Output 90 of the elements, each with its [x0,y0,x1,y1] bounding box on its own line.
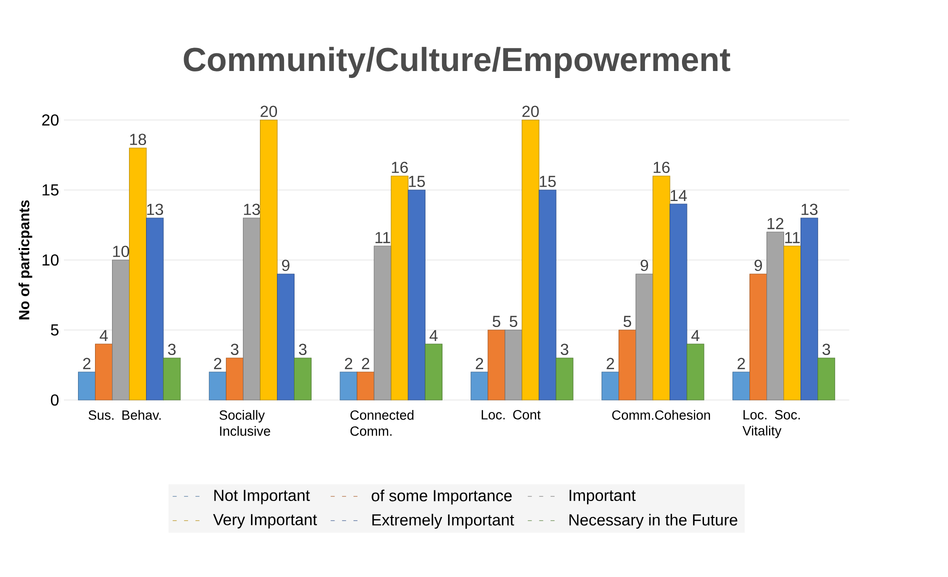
bar [818,358,836,400]
bar [424,344,442,400]
y-axis-title: No of particpants [18,200,32,320]
bar [470,372,488,400]
legend-label: Necessary in the Future [569,514,738,529]
bar [112,260,130,400]
bar [538,190,556,400]
bar [488,330,506,400]
data-label: 12 [768,218,784,229]
chart-title: Community/Culture/Empowerment [184,46,730,78]
bar [260,120,278,400]
bar [340,372,358,400]
data-label: 11 [376,232,390,243]
data-label: 15 [408,176,425,187]
bar [670,204,688,400]
data-label: 20 [260,106,278,117]
data-label: 3 [168,344,176,355]
data-label: 5 [510,316,518,327]
x-tick-label: Socially Inclusive [220,410,270,436]
bar [732,372,750,400]
bar [208,372,226,400]
data-label: 5 [492,316,500,327]
data-label: 16 [654,162,670,173]
legend-label: Very Important [213,514,317,528]
bar [129,148,147,400]
bar [390,176,408,400]
y-tick-label: 5 [50,324,58,336]
bar [226,358,244,400]
bar [95,344,113,400]
data-label: 13 [802,204,818,215]
data-label: 9 [282,260,290,271]
x-tick-label: Connected Comm. [350,410,414,436]
bar [374,246,392,400]
bar [504,330,522,400]
bar [146,218,164,400]
data-label: 4 [430,330,438,341]
data-label: 18 [130,134,146,145]
x-tick-label: Comm.Cohesion [612,410,710,420]
bar [602,372,620,400]
bar [522,120,540,400]
x-tick-label: Loc. Cont [482,410,541,420]
legend-label: of some Importance [372,489,512,504]
data-label: 9 [754,260,762,271]
data-label: 3 [822,344,830,355]
data-label: 4 [100,330,108,341]
data-label: 2 [83,358,90,369]
y-tick-label: 0 [50,394,59,406]
y-tick-label: 15 [42,184,58,196]
bar [276,274,295,400]
bar [294,358,312,400]
bar [163,358,181,400]
data-label: 5 [624,316,632,327]
data-label: 4 [691,330,700,341]
bar [242,218,260,400]
x-tick-label: Loc. Soc. Vitality [742,410,800,438]
x-tick-label: Sus. Behav. [88,410,161,420]
data-label: 11 [785,232,800,243]
y-tick-label: 10 [42,254,59,266]
bar [784,246,802,400]
bar [766,232,784,400]
bar [356,372,374,400]
bar [618,330,636,400]
data-label: 2 [362,358,370,369]
legend-label: Extremely Important [372,514,514,529]
data-label: 3 [560,344,568,355]
bar [636,274,654,400]
bar [408,190,426,400]
legend-label: Not Important [214,490,310,504]
data-label: 2 [738,358,745,369]
data-label: 2 [476,358,484,369]
legend-label: Important [570,490,636,504]
data-label: 2 [606,358,614,369]
bar [749,274,768,400]
data-label: 16 [392,162,408,173]
data-label: 20 [522,106,539,117]
bar [652,176,670,400]
data-label: 2 [214,358,222,369]
data-label: 15 [540,176,556,187]
data-label: 9 [640,260,648,271]
bar [78,372,96,400]
data-label: 3 [298,344,307,355]
data-label: 13 [244,204,260,215]
bar [556,358,574,400]
data-label: 13 [147,204,164,215]
y-tick-label: 20 [42,114,59,126]
bar [686,344,704,400]
data-label: 14 [670,190,687,201]
bar [800,218,818,400]
data-label: 2 [344,358,352,369]
data-label: 3 [230,344,238,355]
